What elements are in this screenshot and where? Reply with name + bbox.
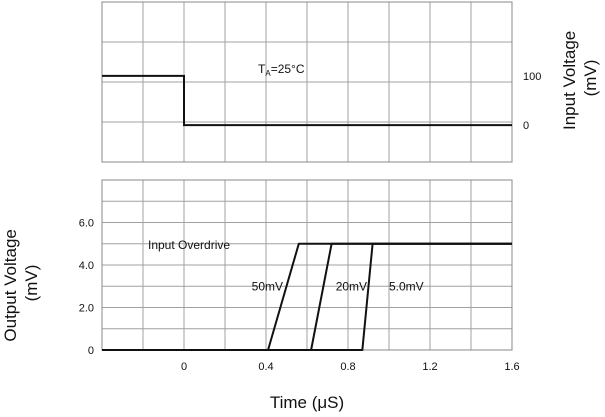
time-axis-title: Time (μS) (270, 393, 344, 412)
series-label-5.0mV: 5.0mV (389, 279, 424, 293)
temperature-condition: TA=25°C (258, 62, 305, 78)
output-ytick-label: 0 (88, 345, 94, 357)
xtick-label: 1.6 (504, 361, 519, 373)
series-label-20mV: 20mV (336, 279, 367, 293)
input-ytick-label: 100 (523, 71, 541, 83)
input-step-line (102, 74, 512, 127)
output-ytick-label: 2.0 (79, 303, 94, 315)
input-panel-frame (101, 1, 513, 163)
output-ytick-label: 6.0 (79, 218, 94, 230)
input-voltage-panel: 100 0 TA=25°C Input Voltage (mV) (101, 1, 600, 163)
output-panel-xtick-labels: 0 0.4 0.8 1.2 1.6 (181, 361, 520, 373)
output-ytick-label: 4.0 (79, 260, 94, 272)
input-ytick-label: 0 (523, 120, 529, 132)
series-label-50mV: 50mV (252, 279, 283, 293)
input-overdrive-label: Input Overdrive (148, 238, 230, 252)
xtick-label: 1.2 (422, 361, 437, 373)
output-panel-series (102, 242, 512, 351)
output-line-5.0mV (102, 242, 512, 351)
output-panel-grid (102, 180, 512, 350)
xtick-label: 0.4 (258, 361, 273, 373)
output-voltage-axis-title: Output Voltage (mV) (1, 224, 41, 341)
xtick-label: 0.8 (340, 361, 355, 373)
input-voltage-axis-title: Input Voltage (mV) (560, 26, 600, 130)
output-voltage-panel: 0 2.0 4.0 6.0 0 0.4 0.8 1.2 1.6 50mV 20mV 5.0mV I… (1, 179, 520, 412)
input-panel-grid (102, 2, 512, 162)
output-panel-ytick-labels: 0 2.0 4.0 6.0 (79, 218, 94, 358)
xtick-label: 0 (181, 361, 187, 373)
input-panel-series (102, 74, 512, 127)
overdrive-series-labels: 50mV 20mV 5.0mV (252, 279, 424, 293)
input-panel-ytick-labels: 100 0 (523, 71, 541, 132)
